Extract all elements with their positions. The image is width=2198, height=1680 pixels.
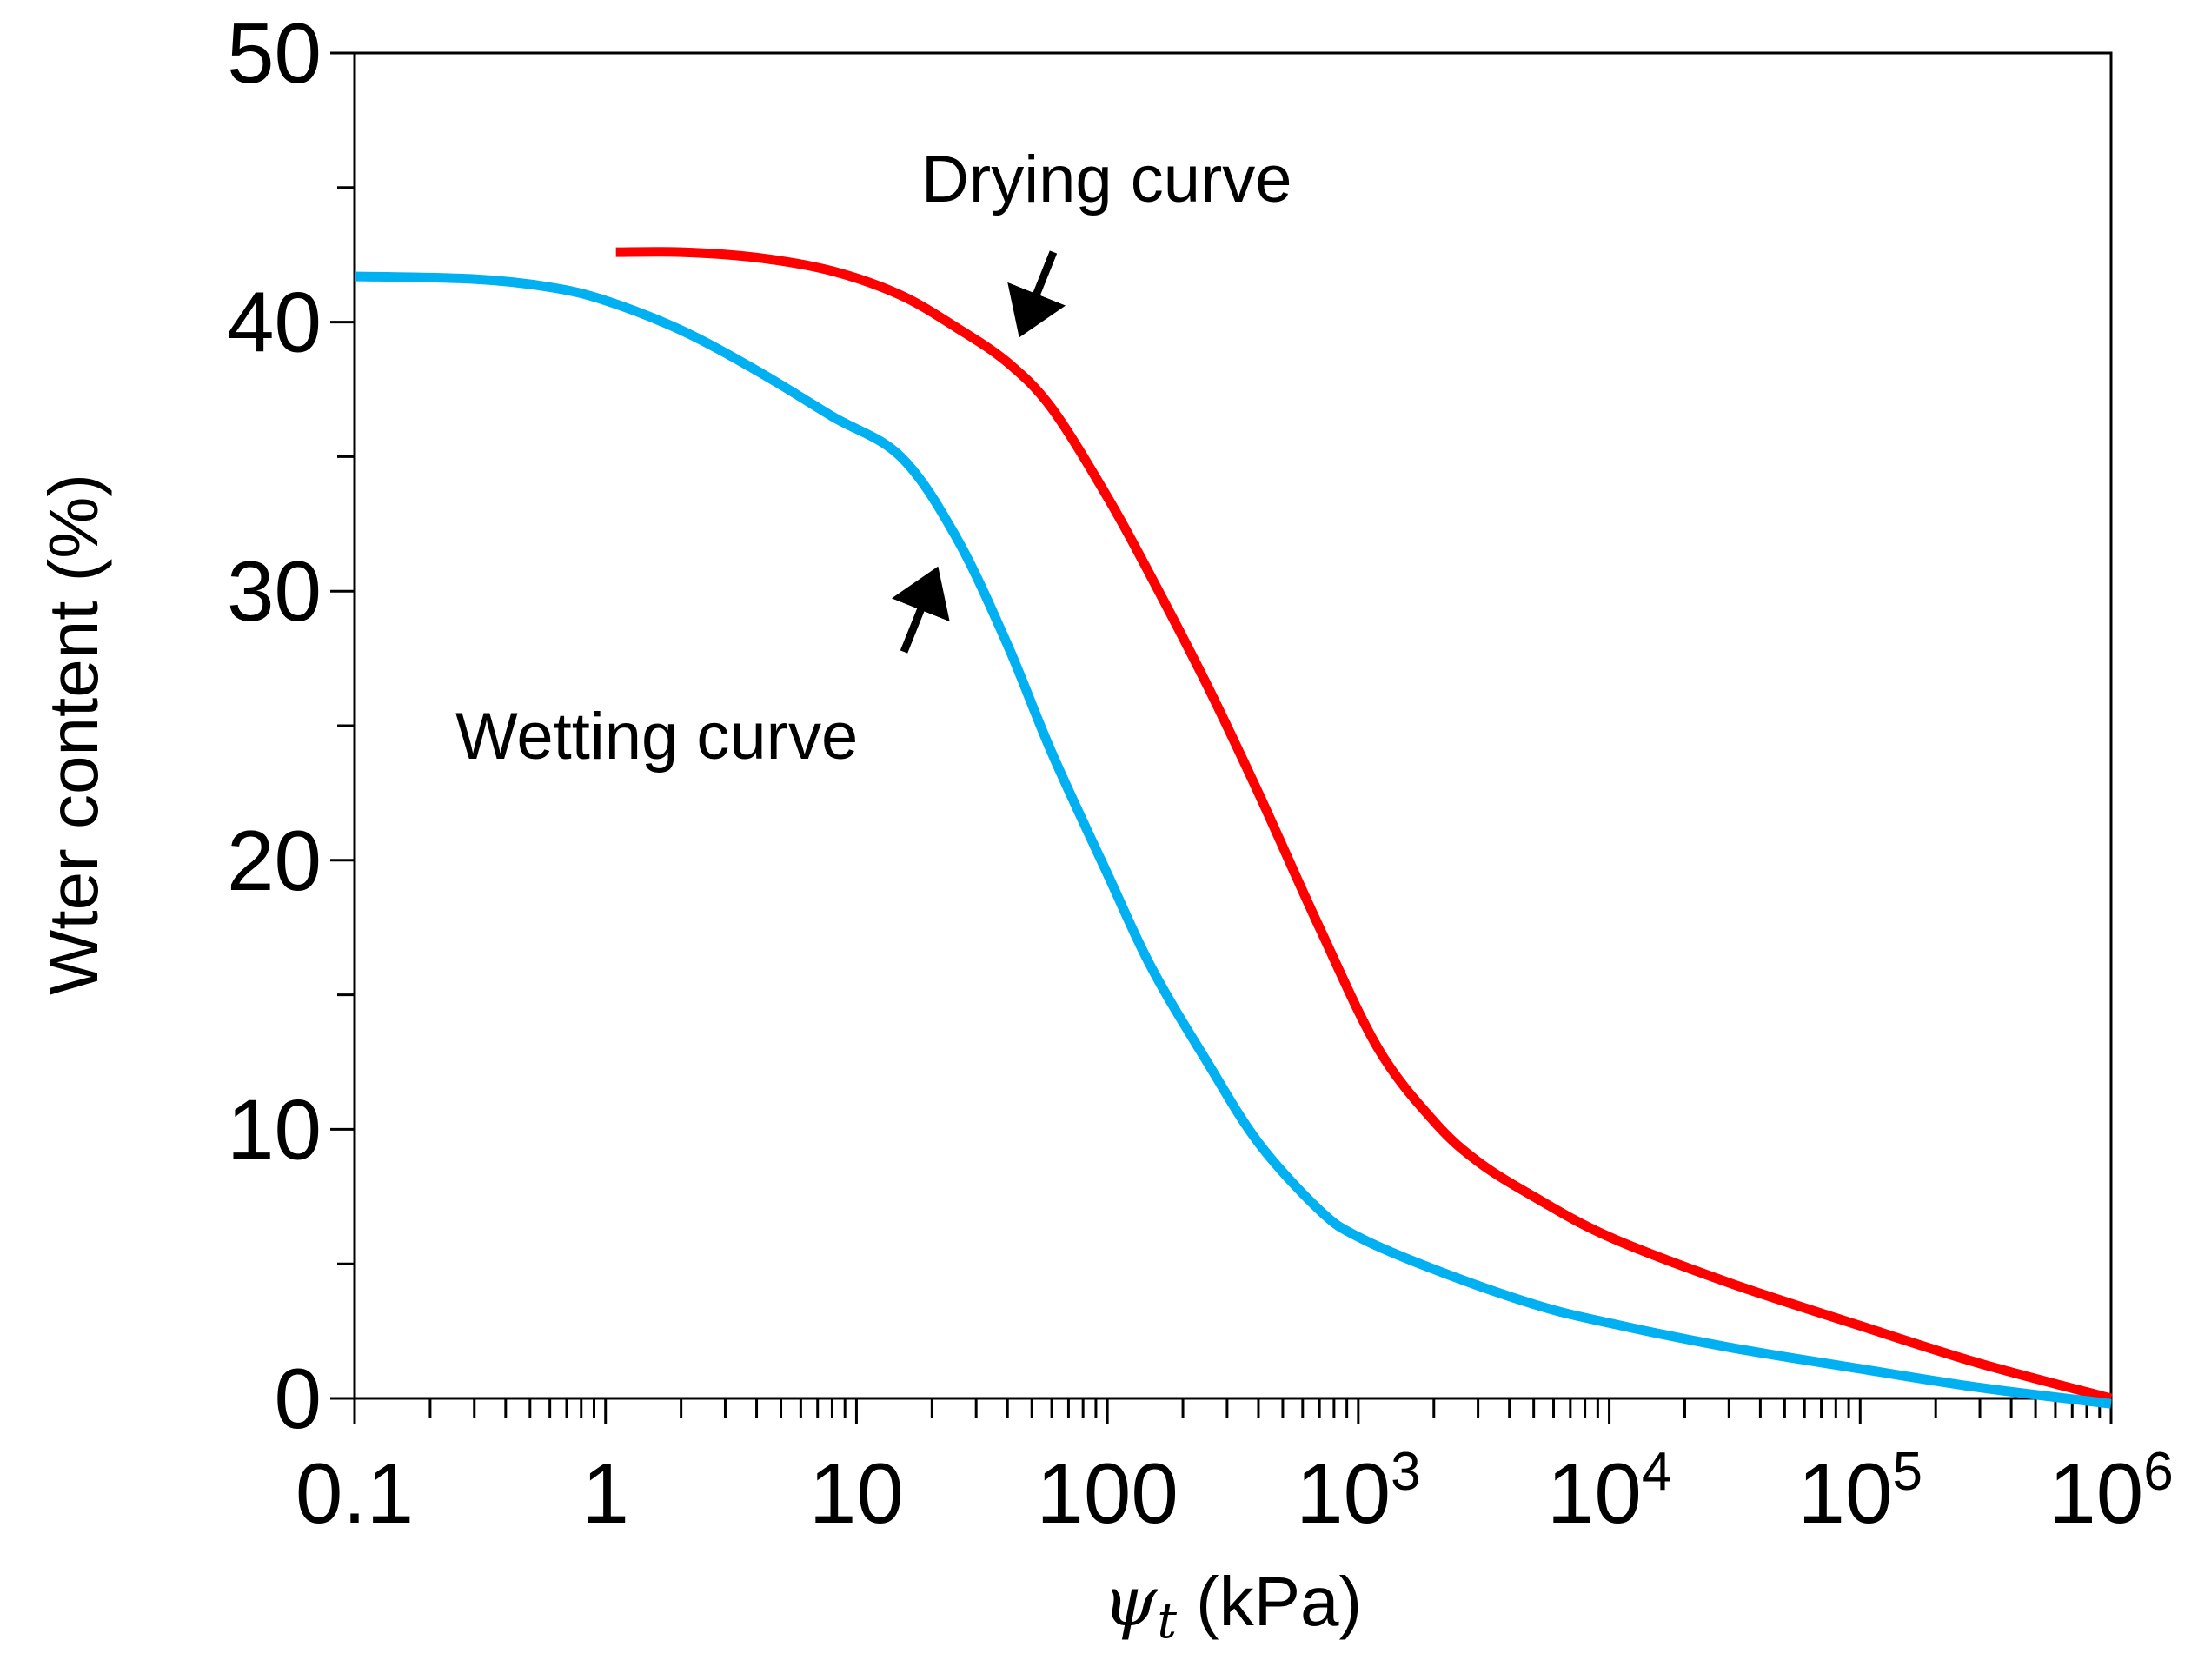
x-axis-tick-labels: 0.1 1 10 100 103 104 105 106 bbox=[296, 1442, 2174, 1541]
y-tick-label: 0 bbox=[274, 1351, 322, 1446]
x-tick-label: 106 bbox=[2049, 1442, 2174, 1541]
y-tick-label: 40 bbox=[227, 275, 322, 370]
wetting-curve-label: Wetting curve bbox=[455, 700, 858, 774]
x-tick-label: 1 bbox=[581, 1445, 629, 1541]
wetting-curve-line bbox=[354, 271, 2112, 1409]
drying-curve-arrow bbox=[1007, 250, 1066, 338]
x-axis-ticks bbox=[353, 1398, 2113, 1424]
y-tick-label: 20 bbox=[227, 813, 322, 908]
x-tick-label: 104 bbox=[1547, 1442, 1672, 1541]
x-tick-label: 103 bbox=[1296, 1442, 1421, 1541]
y-tick-label: 10 bbox=[227, 1081, 322, 1177]
y-tick-label: 50 bbox=[227, 5, 322, 101]
x-axis-title: ψt (kPa) bbox=[1103, 1561, 1362, 1650]
series-layer bbox=[354, 247, 2113, 1409]
wetting-curve-arrow bbox=[891, 566, 950, 654]
y-axis-tick-labels: 0 10 20 30 40 50 bbox=[227, 5, 322, 1446]
drying-curve-label: Drying curve bbox=[921, 143, 1292, 216]
y-axis-ticks bbox=[330, 51, 355, 1400]
x-tick-label: 0.1 bbox=[296, 1445, 414, 1541]
drying-curve-line bbox=[615, 247, 2113, 1404]
x-axis-subscript: t bbox=[1158, 1593, 1178, 1650]
x-tick-label: 10 bbox=[809, 1445, 904, 1541]
x-tick-label: 105 bbox=[1798, 1442, 1923, 1541]
y-tick-label: 30 bbox=[227, 543, 322, 639]
x-tick-label: 100 bbox=[1036, 1445, 1179, 1541]
x-axis-symbol: ψ bbox=[1103, 1561, 1159, 1642]
y-axis-title: Wter content (%) bbox=[35, 474, 112, 995]
x-axis-unit: (kPa) bbox=[1196, 1563, 1362, 1640]
